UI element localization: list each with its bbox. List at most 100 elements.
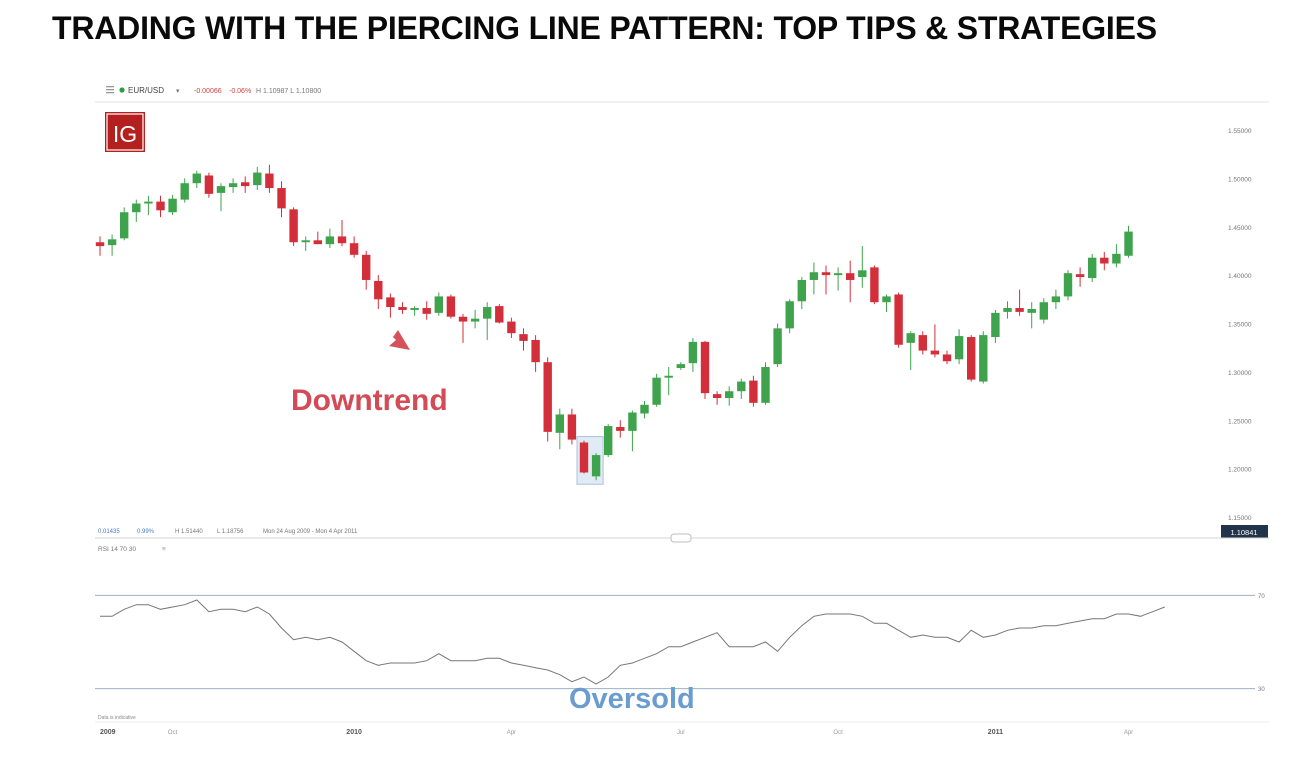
candle (579, 440, 589, 474)
candle-body (289, 209, 298, 243)
rsi-level-label: 70 (1258, 594, 1265, 600)
candle (228, 178, 238, 193)
candle (628, 410, 637, 452)
candle-body (434, 296, 443, 313)
candle-body (628, 412, 637, 431)
candle-body (567, 414, 577, 440)
candle (410, 306, 419, 316)
candle-body (422, 308, 431, 314)
candle-body (749, 380, 758, 403)
candle-body (761, 367, 770, 403)
candle-body (676, 364, 685, 369)
x-tick-label: Oct (168, 730, 178, 736)
candle-body (979, 335, 988, 382)
candle-body (858, 270, 867, 278)
candle-body (773, 328, 782, 365)
candle (882, 294, 891, 312)
candle (930, 324, 940, 358)
candle (362, 250, 371, 290)
candle (906, 331, 915, 370)
candle-body (821, 272, 831, 276)
candle (942, 350, 952, 365)
candle (216, 183, 226, 212)
downtrend-label: Downtrend (291, 384, 448, 417)
candle (918, 331, 927, 355)
candle-body (507, 321, 516, 334)
candle (676, 362, 685, 370)
candle-body (301, 240, 310, 243)
candle-body (954, 336, 964, 360)
candle-body (398, 307, 407, 310)
ig-logo: IG (105, 112, 145, 152)
candle (458, 313, 468, 343)
candle (700, 340, 710, 399)
candle (519, 328, 528, 351)
change-percent: -0.06% (229, 88, 251, 95)
candle-body (168, 198, 177, 213)
candle-body (144, 201, 153, 204)
candle (277, 181, 286, 218)
candle (749, 375, 758, 407)
candle-body (228, 183, 238, 188)
info-change-percent: 0.99% (137, 529, 155, 535)
candle-body (1100, 257, 1109, 264)
candle-body (737, 381, 746, 392)
candle-body (470, 318, 480, 322)
candle-body (664, 375, 673, 378)
pane-resize-handle[interactable] (670, 533, 692, 543)
candle-body (325, 236, 335, 245)
candle (954, 329, 964, 365)
candle-body (458, 316, 468, 322)
candle (289, 207, 298, 247)
candle-body (652, 377, 661, 405)
candle-body (1088, 257, 1097, 279)
trading-chart: EUR/USD ▾ -0.00066 -0.06% H 1.10987 L 1.… (95, 86, 1269, 736)
candle (1063, 270, 1073, 301)
candle-body (833, 273, 843, 276)
candle-body (555, 414, 564, 433)
candle-body (991, 312, 1000, 338)
candle-body (918, 335, 927, 351)
candle-body (531, 339, 540, 363)
candle (1124, 225, 1133, 258)
status-dot (119, 87, 125, 93)
candle (1100, 251, 1109, 271)
info-high: H 1.51440 (175, 529, 203, 535)
candle-body (204, 175, 214, 194)
last-price-tag: 1.10841 (1221, 525, 1268, 538)
candle (507, 317, 516, 339)
candle (543, 357, 552, 442)
hamburger-icon[interactable] (106, 86, 114, 94)
candle (591, 453, 601, 481)
candle-body (894, 294, 903, 345)
chevron-down-icon[interactable]: ▾ (176, 88, 180, 95)
x-tick-label: 2011 (988, 729, 1003, 736)
candle-body (604, 426, 613, 456)
rsi-settings-icon[interactable]: ≡ (162, 546, 166, 553)
candle-body (216, 186, 226, 193)
candle-body (265, 173, 274, 189)
candle (785, 299, 794, 334)
candle-body (107, 239, 117, 246)
candle (168, 194, 177, 216)
chart-frame: EUR/USD ▾ -0.00066 -0.06% H 1.10987 L 1.… (93, 72, 1273, 757)
candle (120, 207, 129, 241)
y-tick-label: 1.35000 (1228, 322, 1252, 329)
candle (761, 362, 770, 405)
candle (301, 236, 310, 251)
symbol-label[interactable]: EUR/USD (128, 86, 164, 95)
candle-body (337, 236, 347, 244)
candle (640, 400, 649, 419)
candle-body (519, 334, 528, 341)
candle (470, 309, 480, 329)
candle-body (700, 341, 710, 394)
y-tick-label: 1.50000 (1228, 176, 1252, 183)
candle-body (906, 333, 915, 343)
candle-body (495, 306, 504, 323)
candle (483, 302, 492, 340)
page-title: TRADING WITH THE PIERCING LINE PATTERN: … (52, 10, 1157, 46)
downtrend-arrow-icon (376, 320, 410, 350)
candle-body (277, 188, 286, 209)
candle-body (374, 280, 383, 300)
candle (1051, 289, 1061, 309)
